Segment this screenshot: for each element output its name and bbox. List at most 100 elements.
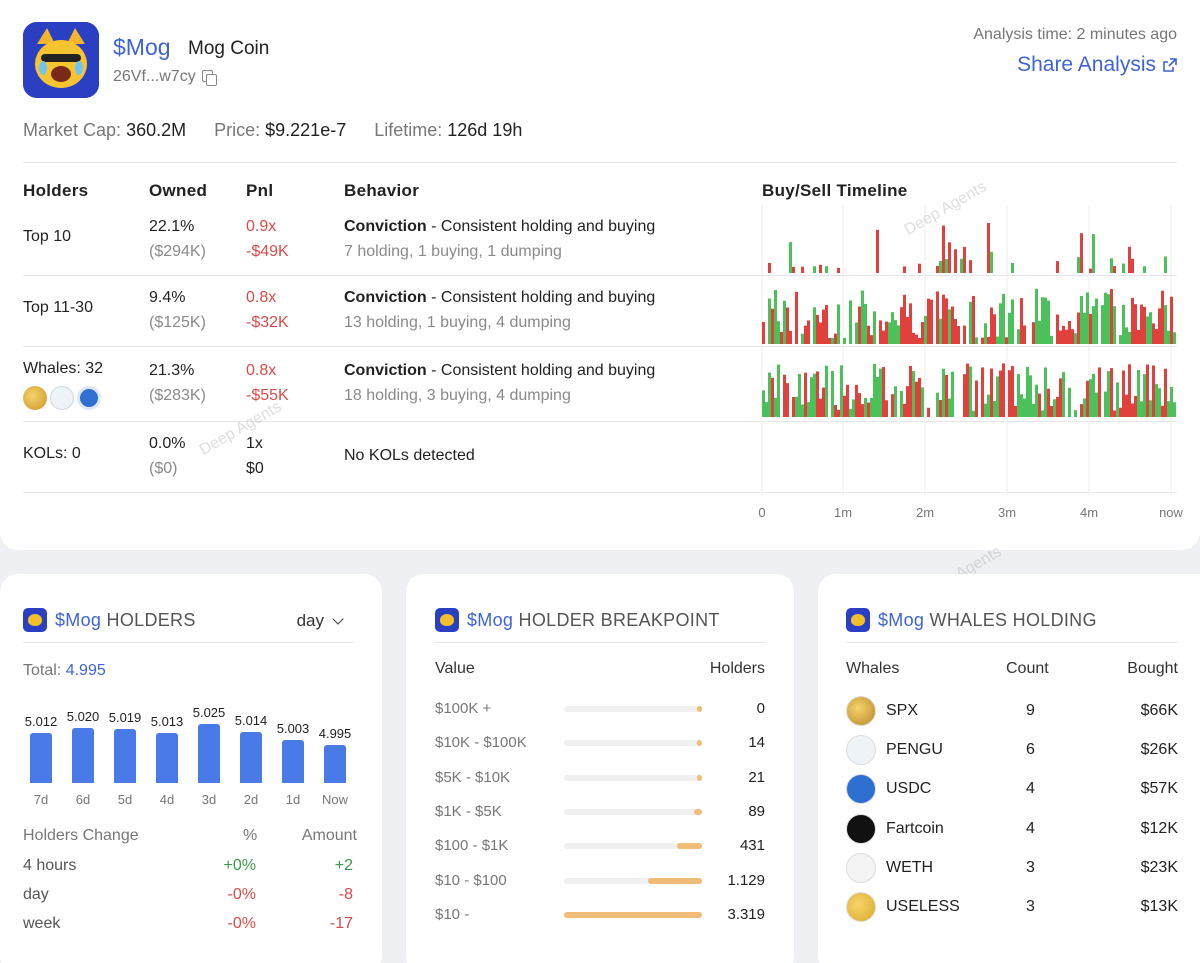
holders-bar[interactable] xyxy=(198,724,220,783)
timeline-bar xyxy=(783,374,786,417)
breakpoint-holders: 1.129 xyxy=(727,871,765,889)
row-divider xyxy=(23,275,1177,276)
timeline-bar xyxy=(1080,295,1083,344)
timeline-bar xyxy=(1134,395,1137,417)
timeline-bar xyxy=(954,249,957,273)
breakpoint-range: $100 - $1K xyxy=(435,837,509,855)
bar-category-label: 5d xyxy=(117,792,133,807)
holders-bar[interactable] xyxy=(156,732,178,783)
timeline-bar xyxy=(1038,320,1041,344)
timeline-bar xyxy=(1137,329,1140,344)
whale-row[interactable]: USDC 4 $57K xyxy=(846,774,1178,805)
timeline-bar xyxy=(1155,384,1158,417)
timeline-bar xyxy=(831,337,834,344)
timeline-bar xyxy=(810,377,813,417)
whale-row[interactable]: WETH 3 $23K xyxy=(846,852,1178,883)
timeline-bar xyxy=(969,366,972,417)
token-address[interactable]: 26Vf...w7cy xyxy=(113,68,217,86)
period-dropdown[interactable]: day xyxy=(297,611,344,631)
timeline-bar xyxy=(1035,384,1038,417)
holders-bar[interactable] xyxy=(282,739,304,783)
breakpoint-bar-fill xyxy=(697,774,702,781)
timeline-bar xyxy=(981,337,984,344)
breakpoint-bar-fill xyxy=(693,808,702,815)
timeline-bar xyxy=(981,367,984,417)
timeline-bar xyxy=(1122,304,1125,344)
col-holders: Holders xyxy=(23,181,89,200)
timeline-bar xyxy=(1152,323,1155,344)
timeline-bar xyxy=(825,304,828,344)
timeline-bar xyxy=(1092,234,1095,273)
breakpoint-holders: 3.319 xyxy=(727,905,765,923)
row-holders: Top 11-30 xyxy=(23,299,93,316)
breakpoint-range: $100K + xyxy=(435,700,492,717)
timeline-bar xyxy=(1062,325,1065,344)
timeline-bar xyxy=(858,306,861,344)
timeline-bar xyxy=(1011,299,1014,344)
change-period: 4 hours xyxy=(23,857,77,874)
timeline-bar xyxy=(1080,404,1083,417)
timeline-bar xyxy=(1074,410,1077,417)
timeline-bar xyxy=(1056,261,1059,273)
timeline-bar xyxy=(1059,330,1062,344)
share-analysis-link[interactable]: Share Analysis xyxy=(1017,53,1177,77)
bar-value-label: 5.014 xyxy=(234,713,268,729)
holders-bar[interactable] xyxy=(324,745,346,783)
timeline-bar xyxy=(762,321,765,344)
timeline-bar xyxy=(1146,316,1149,344)
timeline-bar xyxy=(1113,410,1116,417)
breakpoint-range: $10 - xyxy=(435,905,470,923)
holders-bar[interactable] xyxy=(30,733,52,783)
whale-row[interactable]: SPX 9 $66K xyxy=(846,696,1178,726)
timeline-bar xyxy=(816,314,819,344)
change-pct: +0% xyxy=(223,857,256,874)
timeline-tick: 1m xyxy=(833,505,853,520)
timeline-bar xyxy=(1050,335,1053,344)
timeline-bar xyxy=(786,383,789,417)
timeline-bar xyxy=(900,307,903,344)
row-behavior: Conviction - Consistent holding and buyi… xyxy=(344,218,656,235)
breakpoint-bar-fill xyxy=(697,740,702,747)
change-amount: +2 xyxy=(334,857,353,874)
whale-row[interactable]: PENGU 6 $26K xyxy=(846,735,1178,766)
timeline-bar xyxy=(1119,407,1122,417)
timeline-bar xyxy=(906,317,909,344)
timeline-bar xyxy=(1017,329,1020,344)
copy-icon[interactable] xyxy=(201,69,217,86)
timeline-bar xyxy=(816,371,819,417)
change-period: day xyxy=(23,886,49,903)
amount-header: Amount xyxy=(301,827,357,844)
timeline-bar xyxy=(897,325,900,344)
timeline-bar xyxy=(861,404,864,417)
row-behavior-detail: 18 holding, 3 buying, 4 dumping xyxy=(344,387,571,404)
row-holders: KOLs: 0 xyxy=(23,445,81,462)
timeline-bar xyxy=(1032,322,1035,344)
timeline-bar xyxy=(819,398,822,417)
holders-bar[interactable] xyxy=(240,732,262,783)
timeline-bar xyxy=(945,374,948,417)
breakpoint-range: $10 - $100 xyxy=(435,871,507,889)
whale-row[interactable]: Fartcoin 4 $12K xyxy=(846,813,1178,844)
timeline-bar xyxy=(792,266,795,273)
timeline-bar xyxy=(948,309,951,344)
timeline-bar xyxy=(1062,372,1065,417)
holders-bar[interactable] xyxy=(114,728,136,783)
whale-row[interactable]: USELESS 3 $13K xyxy=(846,892,1178,922)
holders-bar[interactable] xyxy=(72,727,94,783)
usdc-icon xyxy=(846,774,876,805)
timeline-bar xyxy=(1047,300,1050,344)
timeline-bar xyxy=(1029,375,1032,417)
timeline-bar xyxy=(885,400,888,417)
timeline-bar xyxy=(762,390,765,417)
timeline-bar xyxy=(1059,378,1062,417)
timeline-bar xyxy=(867,325,870,344)
timeline-bar xyxy=(1002,293,1005,344)
timeline-bar xyxy=(1143,266,1146,273)
timeline-bar xyxy=(921,387,924,417)
whale-bought: $13K xyxy=(1140,898,1178,915)
row-owned: 22.1% xyxy=(149,218,195,235)
address-text: 26Vf...w7cy xyxy=(113,68,196,85)
timeline-bar xyxy=(996,376,999,417)
breakpoint-bar-fill xyxy=(564,911,702,918)
whale-bought: $23K xyxy=(1140,858,1178,876)
